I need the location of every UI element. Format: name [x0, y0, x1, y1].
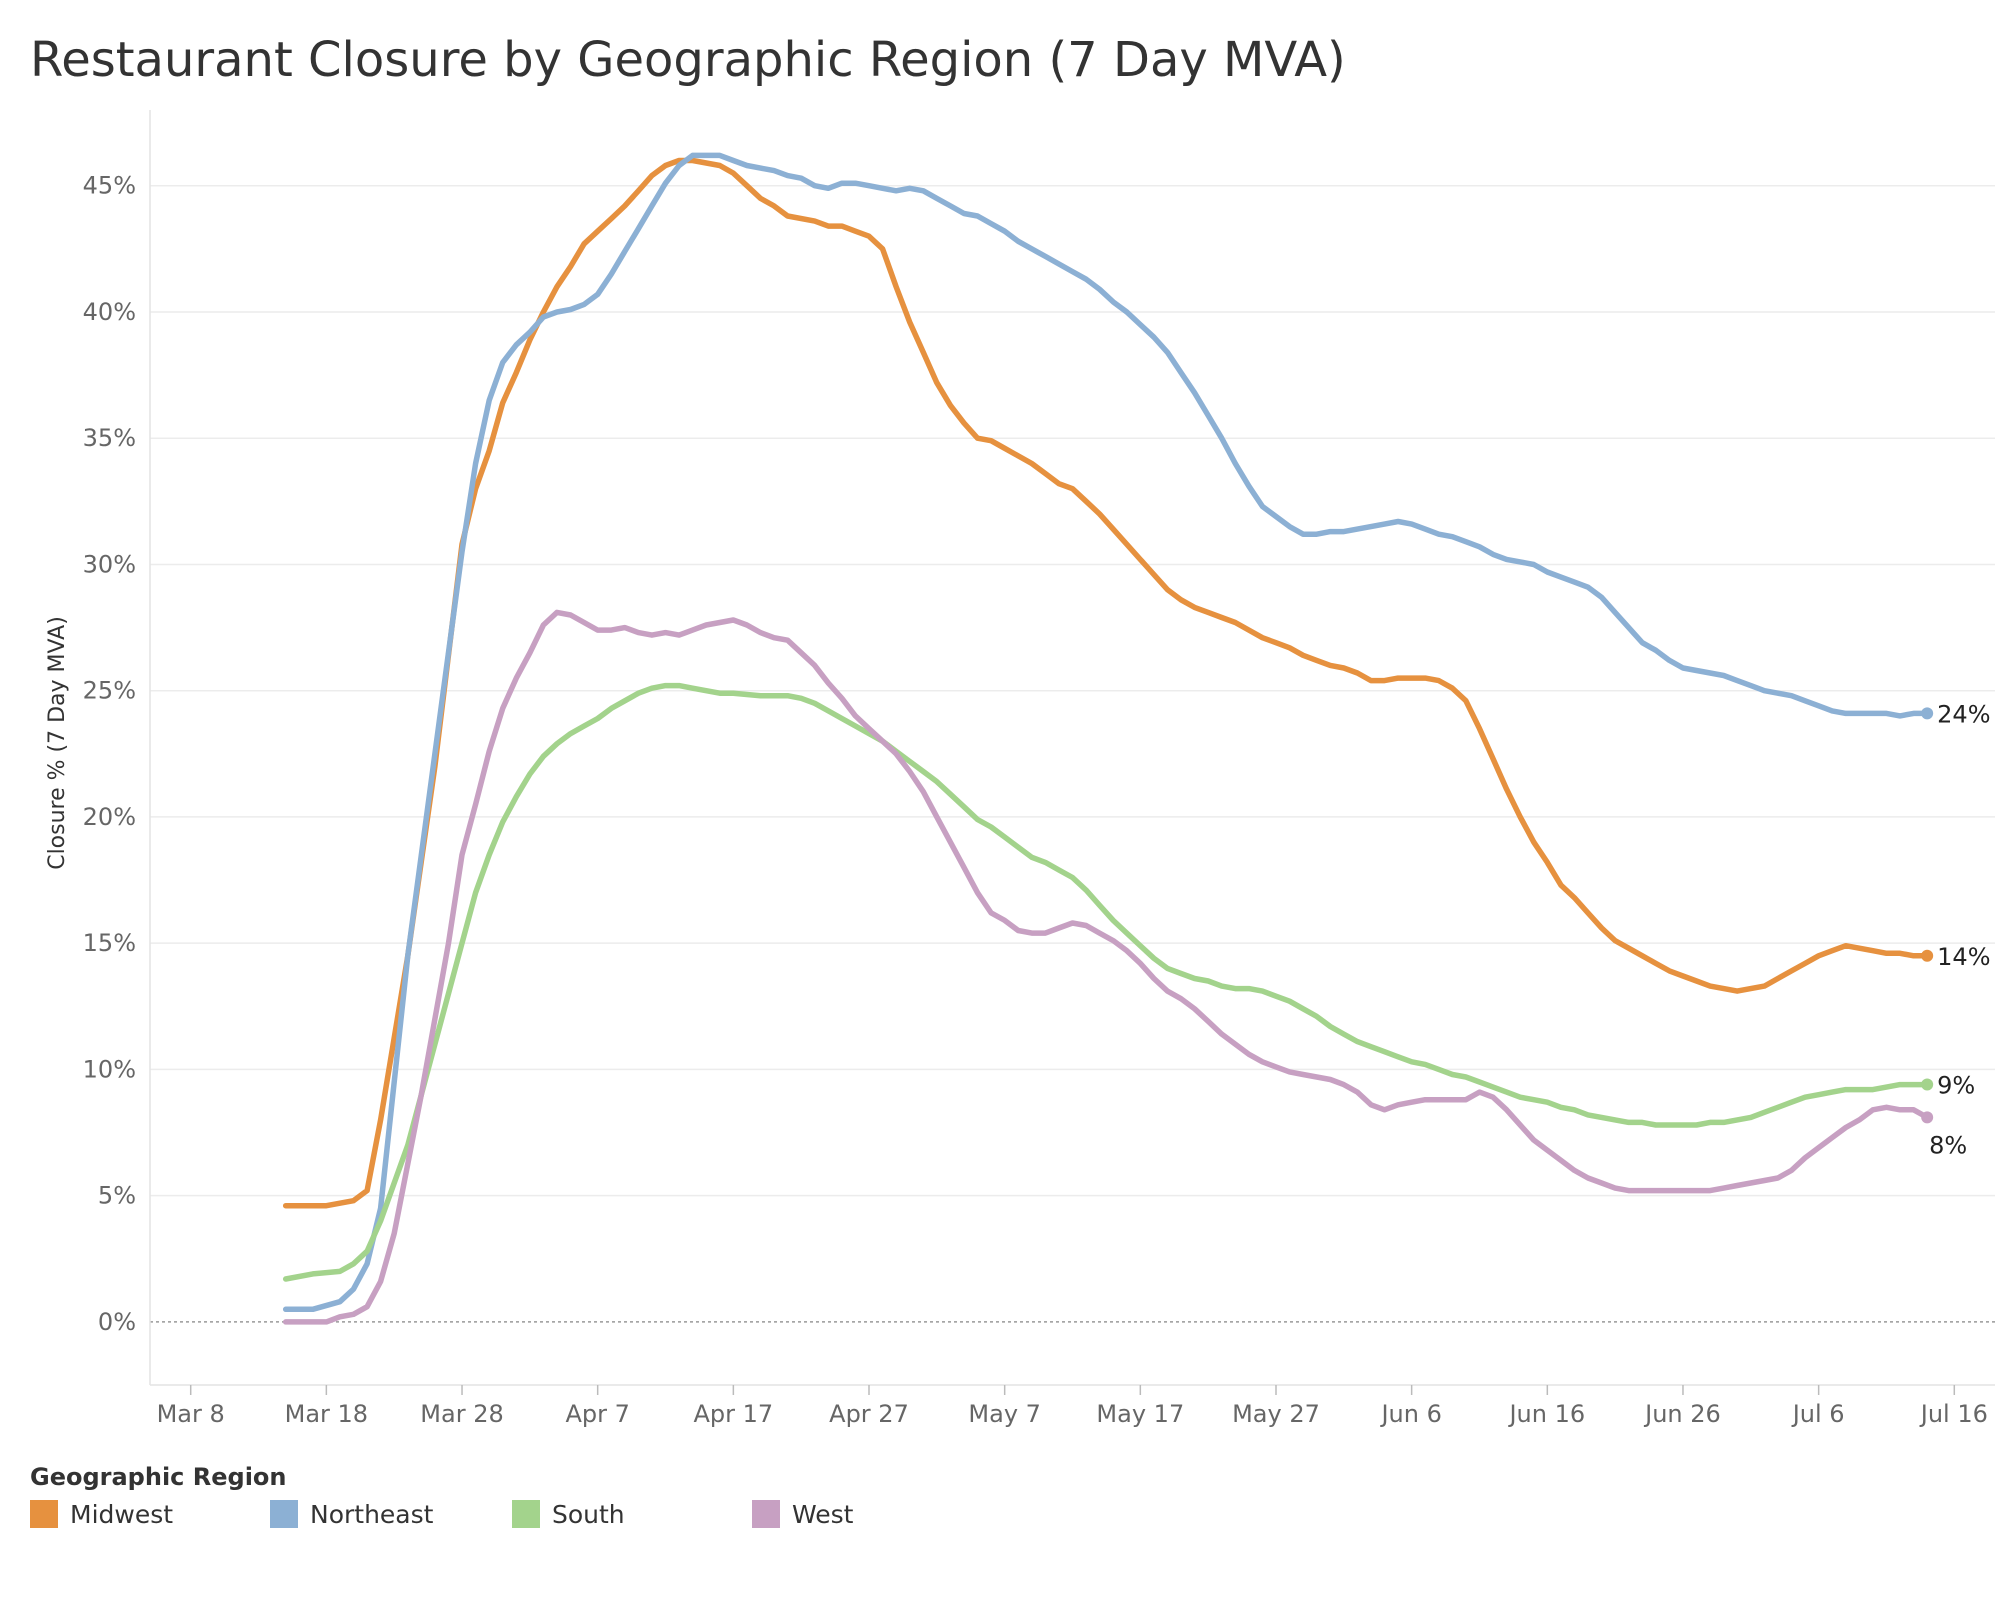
- gridlines: [150, 184, 1995, 1197]
- end-label-northeast: 24%: [1937, 700, 1990, 728]
- y-tick-label: 40%: [83, 298, 136, 326]
- x-tick-label: Mar 28: [420, 1400, 503, 1428]
- x-tick-label: Apr 27: [829, 1400, 909, 1428]
- legend-label-northeast: Northeast: [310, 1500, 434, 1529]
- x-tick-label: Jun 6: [1379, 1400, 1441, 1428]
- y-tick-label: 30%: [83, 550, 136, 578]
- y-tick-label: 15%: [83, 929, 136, 957]
- x-tick-label: Jun 26: [1643, 1400, 1721, 1428]
- end-label-midwest: 14%: [1937, 943, 1990, 971]
- x-tick-label: May 7: [968, 1400, 1041, 1428]
- legend-swatch-midwest: [30, 1500, 58, 1528]
- legend-swatch-south: [512, 1500, 540, 1528]
- x-tick-label: Jul 6: [1791, 1400, 1845, 1428]
- end-point-midwest: [1921, 949, 1934, 962]
- end-markers: 14% 24% 9% 8%: [1921, 700, 1991, 1159]
- legend-swatch-west: [752, 1500, 780, 1528]
- series-lines: [282, 152, 1930, 1325]
- legend-label-midwest: Midwest: [70, 1500, 173, 1529]
- legend-label-west: West: [792, 1500, 854, 1529]
- x-tick-label: Mar 8: [157, 1400, 225, 1428]
- y-tick-label: 45%: [83, 172, 136, 200]
- x-tick-label: Jul 16: [1919, 1400, 1988, 1428]
- chart-title: Restaurant Closure by Geographic Region …: [30, 32, 1346, 88]
- series-line-northeast: [282, 152, 1930, 1313]
- x-tick-label: May 17: [1096, 1400, 1184, 1428]
- y-axis-ticks: 0% 5% 10% 15% 20% 25% 30% 35% 40% 45%: [83, 172, 136, 1336]
- end-point-south: [1921, 1078, 1934, 1091]
- series-line-midwest: [282, 157, 1930, 1209]
- y-tick-label: 0%: [98, 1308, 136, 1336]
- end-label-west: 8%: [1929, 1131, 1967, 1159]
- legend: Geographic Region Midwest Northeast South W…: [30, 1463, 854, 1529]
- x-tick-label: Apr 17: [694, 1400, 774, 1428]
- end-point-northeast: [1921, 707, 1934, 720]
- y-tick-label: 20%: [83, 803, 136, 831]
- x-tick-label: May 27: [1232, 1400, 1320, 1428]
- series-line-west: [282, 609, 1930, 1325]
- y-axis-label: Closure % (7 Day MVA): [45, 616, 70, 870]
- x-tick-label: Jun 16: [1507, 1400, 1585, 1428]
- series-line-south: [282, 682, 1930, 1282]
- end-point-west: [1921, 1111, 1934, 1124]
- legend-swatch-northeast: [270, 1500, 298, 1528]
- axes: [149, 110, 1995, 1386]
- x-tick-label: Mar 18: [285, 1400, 368, 1428]
- y-tick-label: 10%: [83, 1055, 136, 1083]
- y-tick-label: 5%: [98, 1182, 136, 1210]
- x-tick-label: Apr 7: [565, 1400, 629, 1428]
- end-label-south: 9%: [1937, 1072, 1975, 1100]
- legend-label-south: South: [552, 1500, 625, 1529]
- x-axis-ticks: Mar 8 Mar 18 Mar 28 Apr 7 Apr 17 Apr 27 May 7 M…: [157, 1385, 1988, 1428]
- y-tick-label: 35%: [83, 424, 136, 452]
- y-tick-label: 25%: [83, 677, 136, 705]
- legend-title: Geographic Region: [30, 1463, 287, 1491]
